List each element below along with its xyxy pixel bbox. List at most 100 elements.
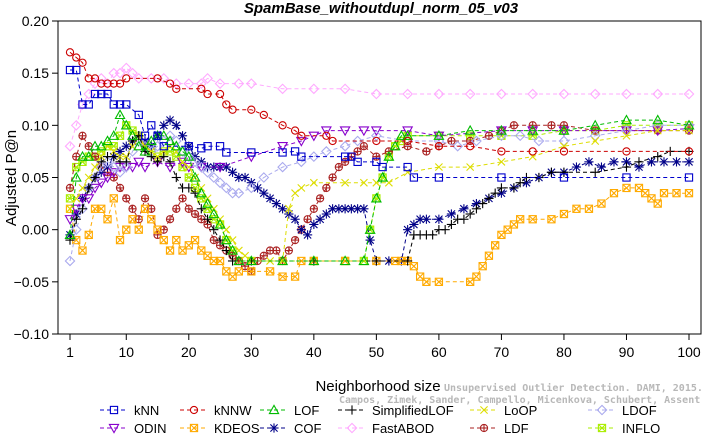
data-point-simplifiedlof [459,214,469,224]
data-point-kdeos [165,246,175,255]
data-point-lof [233,255,245,266]
data-point-lof [383,150,395,161]
data-point-fastabod [683,88,695,100]
data-point-loop [241,251,250,260]
data-point-simplifiedlof [590,167,600,177]
data-point-ldof [339,140,351,152]
data-point-fastabod [277,83,288,95]
data-point-knn [297,152,306,161]
data-point-loop [97,152,106,161]
legend-marker-fastabod [346,422,358,434]
legend-entry-ldof: LDOF [588,403,657,418]
data-point-simplifiedlof [171,172,181,183]
data-point-knn [684,173,694,182]
data-point-ldof [514,130,526,142]
data-point-ldf [547,121,556,130]
data-point-cof [446,209,457,219]
data-point-kdeos [409,262,419,271]
data-point-kdeos [528,215,537,224]
data-point-loop [359,178,368,187]
data-point-fastabod [370,88,382,100]
data-point-fastabod [202,73,213,84]
data-point-ldf [122,194,131,203]
legend-label-kdeos: KDEOS [214,421,260,434]
data-point-simplifiedlof [471,204,482,214]
data-point-ldof [258,172,270,183]
data-point-fastabod [308,83,320,95]
data-point-knn [103,89,112,99]
data-point-lof [183,150,195,161]
data-point-lof [395,130,407,140]
data-point-ldof [370,130,382,142]
data-point-ldf [128,204,137,213]
data-point-knn [72,65,81,75]
data-point-kdeos [434,277,444,286]
data-point-cof [309,219,319,230]
data-point-ldf [372,152,381,161]
data-point-loop [84,173,93,182]
data-point-ldof [170,135,182,147]
data-point-lof [108,130,120,140]
data-point-knnw [65,48,75,57]
data-point-cof [171,120,181,130]
data-point-fastabod [127,67,138,79]
credit-line-1: Unsupervised Outlier Detection. DAMI, 20… [444,382,702,394]
data-point-simplifiedlof [90,172,100,183]
data-point-knnw [203,89,212,99]
data-point-odin [339,126,351,137]
data-point-simplifiedlof [196,204,206,214]
x-tick-label: 60 [431,344,447,360]
legend-entry-knnw: kNNW [180,403,252,418]
data-point-kdeos [672,189,681,198]
data-point-kdeos [659,189,669,198]
data-point-fastabod [527,88,539,100]
legend-marker-lof [268,404,280,415]
data-point-simplifiedlof [109,152,119,162]
data-point-kdeos [653,199,662,208]
data-point-lof [308,255,320,266]
data-point-ldf [340,157,350,166]
legend-label-knn: kNN [134,403,159,418]
data-point-kdeos [572,204,581,213]
data-point-knn [278,148,287,157]
data-point-kdeos [190,235,200,245]
legend-entry-odin: ODIN [100,421,167,434]
data-point-ldof [320,146,332,157]
data-point-lof [214,218,226,229]
data-point-inflo [197,194,206,203]
data-point-simplifiedlof [478,198,488,209]
data-point-cof [409,219,419,230]
data-point-ldof [202,166,213,178]
x-tick-label: 10 [118,344,134,360]
data-point-lof [208,208,220,219]
data-point-ldof [95,161,107,173]
data-point-fastabod [402,88,414,100]
data-point-loop [497,157,506,166]
data-point-loop [591,136,600,145]
series-fastabod [64,62,695,152]
data-point-kdeos [559,209,569,219]
data-point-simplifiedlof [202,214,213,224]
data-point-simplifiedlof [465,209,475,219]
data-point-knnw [72,53,81,62]
data-point-cof [421,214,431,224]
data-point-knnw [278,121,287,130]
data-point-knnw [172,84,181,93]
legend-entry-cof: COF [260,421,322,434]
series-line-fastabod [69,67,689,147]
data-point-lof [464,124,476,135]
data-point-knnw [228,105,237,114]
data-point-knn [347,152,356,161]
data-point-kdeos [134,225,143,234]
data-point-knn [434,173,444,182]
data-point-loop [341,178,350,187]
data-point-simplifiedlof [371,256,381,266]
x-tick-label: 20 [181,344,197,360]
data-point-simplifiedlof [403,256,413,266]
data-point-knnw [622,147,631,156]
data-point-ldof [164,130,176,142]
legend-marker-inflo [597,423,607,433]
data-point-lof [145,135,157,146]
data-point-fastabod [339,83,351,95]
chart-title: SpamBase_withoutdupl_norm_05_v03 [244,0,519,17]
